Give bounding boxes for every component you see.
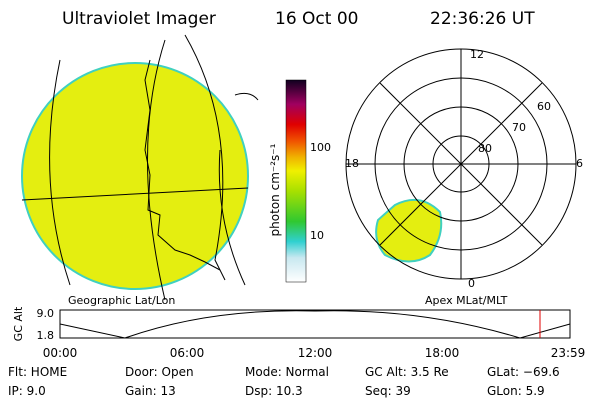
- mlt-label: 18: [345, 157, 359, 170]
- lat-label: 80: [478, 142, 492, 155]
- colorbar-tick: 10: [310, 229, 324, 242]
- status-field: GLon: 5.9: [487, 384, 545, 398]
- panel-caption: Geographic Lat/Lon: [68, 294, 175, 307]
- status-field: IP: 9.0: [8, 384, 46, 398]
- mlt-label: 6: [576, 157, 583, 170]
- orbit-x-label: 12:00: [298, 346, 333, 360]
- colorbar-label: photon cm⁻²s⁻¹: [268, 143, 282, 236]
- status-field: Flt: HOME: [8, 365, 67, 379]
- status-field: GLat: −69.6: [487, 365, 560, 379]
- status-field: GC Alt: 3.5 Re: [365, 365, 449, 379]
- status-block: Flt: HOME Door: Open Mode: Normal GC Alt: 3…: [8, 365, 560, 398]
- orbit-plot: [59, 309, 571, 339]
- colorbar-tick: 100: [310, 141, 331, 154]
- colorbar: [285, 79, 307, 283]
- status-field: Door: Open: [125, 365, 194, 379]
- status-field: Mode: Normal: [245, 365, 329, 379]
- status-field: Seq: 39: [365, 384, 411, 398]
- status-field: Dsp: 10.3: [245, 384, 303, 398]
- orbit-x-label: 06:00: [170, 346, 205, 360]
- status-field: Gain: 13: [125, 384, 176, 398]
- geographic-image: [21, 34, 259, 301]
- polar-grid: [345, 48, 577, 280]
- time: 22:36:26 UT: [430, 9, 535, 29]
- date: 16 Oct 00: [275, 9, 358, 29]
- mlt-label: 12: [470, 48, 484, 61]
- orbit-y-label: 9.0: [37, 307, 55, 320]
- orbit-x-label: 23:59: [551, 346, 586, 360]
- panel-caption: Apex MLat/MLT: [425, 294, 508, 307]
- orbit-axis-label: GC Alt: [12, 306, 25, 341]
- lat-label: 60: [537, 100, 551, 113]
- lat-label: 70: [512, 121, 526, 134]
- mlt-label: 0: [468, 277, 475, 290]
- orbit-x-label: 18:00: [425, 346, 460, 360]
- orbit-y-label: 1.8: [37, 329, 55, 342]
- orbit-x-label: 00:00: [43, 346, 78, 360]
- title: Ultraviolet Imager: [62, 9, 216, 29]
